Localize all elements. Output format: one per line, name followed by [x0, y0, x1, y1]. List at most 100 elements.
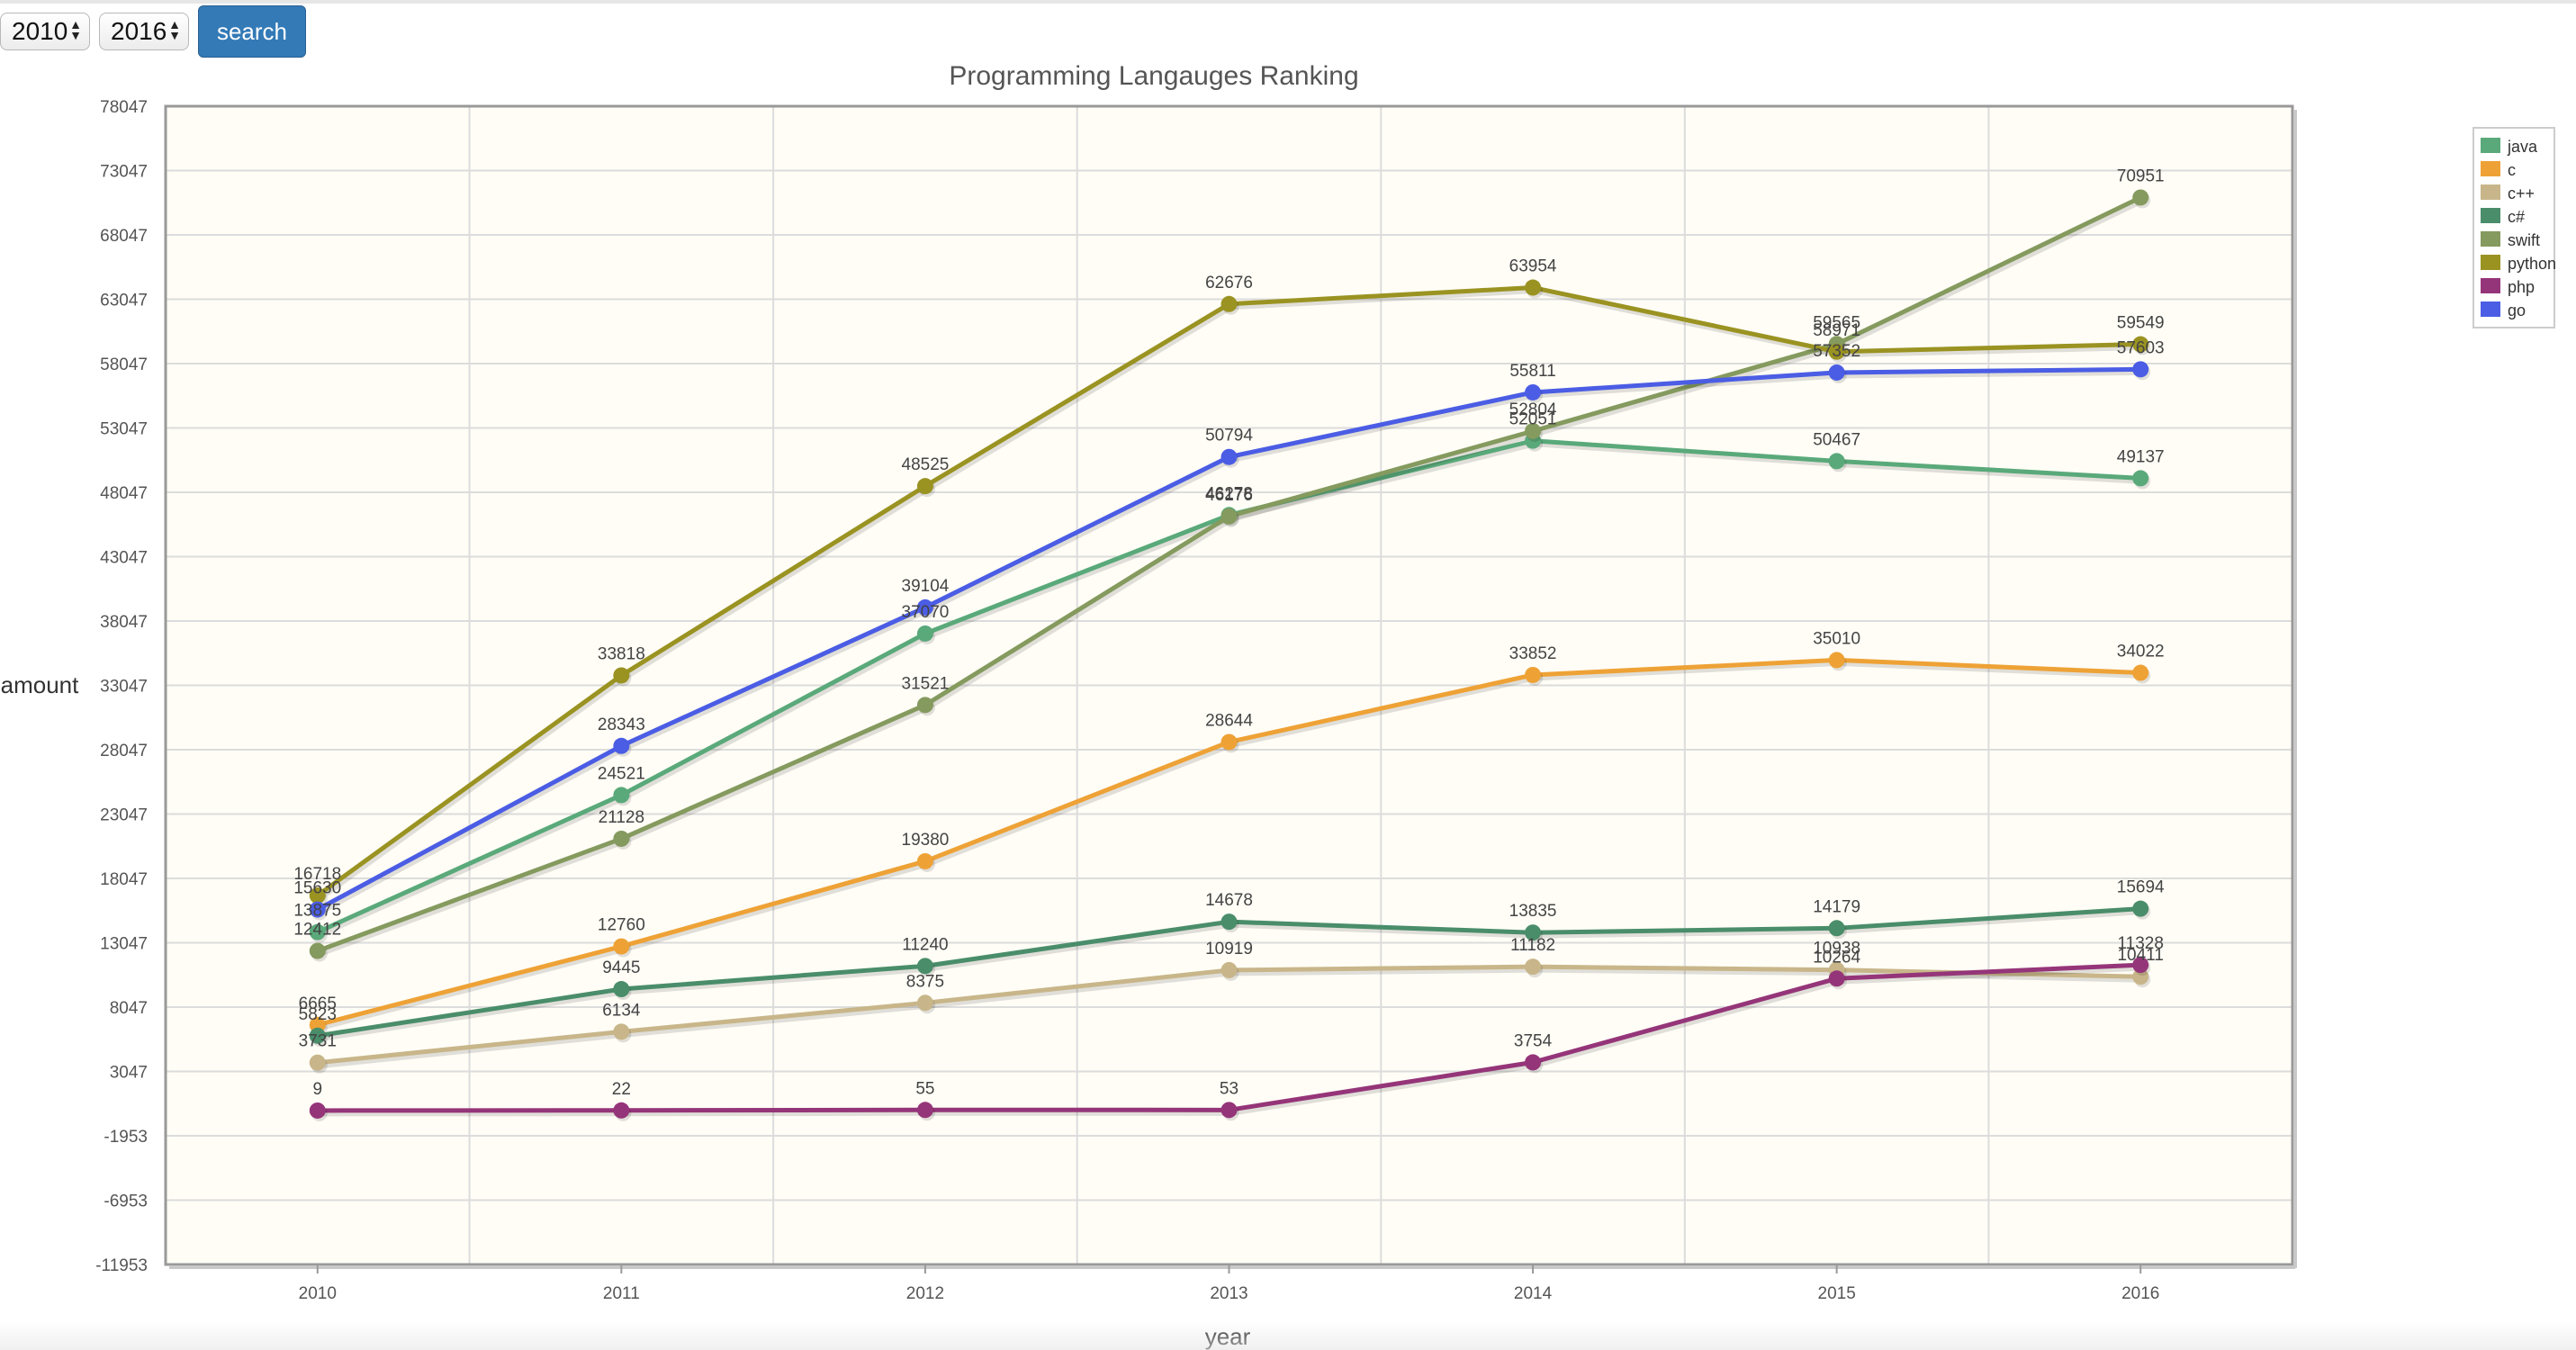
- data-label-c#: 14179: [1813, 897, 1860, 916]
- data-point-go[interactable]: [613, 737, 630, 754]
- y-tick-label: 58047: [100, 356, 148, 374]
- legend-swatch-go: [2481, 302, 2500, 317]
- y-axis-label: amount: [1, 671, 79, 698]
- data-point-java[interactable]: [613, 787, 630, 804]
- y-tick-label: 68047: [100, 227, 148, 246]
- data-point-c[interactable]: [613, 938, 630, 955]
- data-point-c++[interactable]: [1525, 958, 1542, 976]
- data-point-python[interactable]: [916, 478, 933, 495]
- data-point-java[interactable]: [1828, 453, 1845, 470]
- data-point-go[interactable]: [1525, 383, 1542, 400]
- data-label-python: 48525: [902, 455, 950, 474]
- data-point-python[interactable]: [309, 887, 326, 904]
- data-point-c#[interactable]: [1220, 914, 1238, 931]
- data-point-c++[interactable]: [613, 1023, 630, 1040]
- x-tick-label: 2013: [1210, 1284, 1247, 1303]
- x-axis-label: year: [1205, 1323, 1251, 1350]
- start-year-select[interactable]: 2010 ▲ ▼: [0, 13, 90, 50]
- data-label-c: 19380: [902, 831, 950, 850]
- data-point-swift[interactable]: [1525, 422, 1542, 439]
- data-point-php[interactable]: [309, 1102, 326, 1119]
- data-point-swift[interactable]: [916, 697, 933, 714]
- data-point-c++[interactable]: [2132, 968, 2149, 986]
- y-tick-label: 48047: [100, 484, 148, 503]
- data-label-java: 50467: [1813, 430, 1860, 449]
- data-point-c#[interactable]: [1828, 920, 1845, 937]
- data-point-php[interactable]: [2132, 957, 2149, 974]
- y-tick-label: -11953: [95, 1256, 148, 1275]
- data-label-go: 50794: [1205, 427, 1253, 446]
- legend-box: [2472, 127, 2555, 328]
- chart-title: Programming Langauges Ranking: [949, 61, 1358, 91]
- data-point-java[interactable]: [916, 625, 933, 642]
- data-label-go: 28343: [598, 716, 645, 734]
- data-label-swift: 31521: [902, 674, 950, 693]
- data-label-c++: 10411: [2117, 946, 2163, 965]
- data-label-go: 15630: [293, 879, 341, 898]
- legend-swatch-java: [2481, 138, 2500, 153]
- data-label-go: 55811: [1509, 362, 1555, 381]
- data-point-c#[interactable]: [1525, 924, 1542, 941]
- data-point-go[interactable]: [916, 598, 933, 616]
- data-point-c[interactable]: [916, 852, 933, 869]
- data-label-php: 10264: [1813, 948, 1860, 967]
- data-label-c: 33852: [1509, 644, 1557, 663]
- legend-label-python: python: [2508, 255, 2556, 273]
- y-tick-label: 8047: [110, 999, 148, 1018]
- data-label-go: 39104: [902, 577, 950, 596]
- data-point-c#[interactable]: [916, 958, 933, 975]
- data-point-swift[interactable]: [1220, 508, 1238, 525]
- data-point-php[interactable]: [916, 1102, 933, 1119]
- data-point-c[interactable]: [1220, 734, 1238, 751]
- data-point-c++[interactable]: [309, 1054, 326, 1071]
- data-point-php[interactable]: [613, 1102, 630, 1119]
- data-point-python[interactable]: [1525, 279, 1542, 296]
- data-point-php[interactable]: [1525, 1054, 1542, 1071]
- end-year-select[interactable]: 2016 ▲ ▼: [99, 13, 189, 50]
- data-point-java[interactable]: [2132, 470, 2149, 487]
- data-point-c[interactable]: [2132, 664, 2149, 681]
- data-point-php[interactable]: [1828, 970, 1845, 987]
- data-point-python[interactable]: [2132, 336, 2149, 353]
- select-arrows-icon: ▲ ▼: [168, 17, 181, 42]
- data-point-c#[interactable]: [309, 1027, 326, 1044]
- data-point-java[interactable]: [309, 923, 326, 940]
- data-point-go[interactable]: [2132, 361, 2149, 378]
- legend-label-c: c: [2508, 161, 2516, 179]
- y-tick-label: 33047: [100, 678, 148, 697]
- data-label-java: 37070: [902, 603, 950, 622]
- data-point-go[interactable]: [1828, 364, 1845, 381]
- y-tick-label: 28047: [100, 742, 148, 760]
- legend-label-java: java: [2507, 138, 2538, 156]
- data-point-swift[interactable]: [2132, 189, 2149, 206]
- data-point-c++[interactable]: [1220, 961, 1238, 978]
- data-point-go[interactable]: [309, 901, 326, 918]
- chart-legend: java c c++ c# swift python php go: [2472, 127, 2556, 328]
- data-point-go[interactable]: [1220, 448, 1238, 465]
- data-label-c#: 11240: [902, 935, 948, 954]
- filter-controls: 2010 ▲ ▼ 2016 ▲ ▼ search: [0, 5, 306, 58]
- data-point-c++[interactable]: [916, 994, 933, 1012]
- data-label-swift: 46176: [1205, 486, 1253, 505]
- x-tick-label: 2015: [1818, 1284, 1856, 1303]
- data-label-swift: 52804: [1509, 400, 1557, 419]
- y-tick-label: 53047: [100, 420, 148, 439]
- y-tick-label: 43047: [100, 549, 148, 568]
- data-point-c#[interactable]: [2132, 900, 2149, 917]
- data-point-c#[interactable]: [613, 981, 630, 998]
- data-point-swift[interactable]: [309, 942, 326, 959]
- data-point-python[interactable]: [613, 667, 630, 684]
- data-label-java: 49137: [2117, 447, 2165, 466]
- data-point-php[interactable]: [1220, 1102, 1238, 1119]
- legend-swatch-c#: [2481, 208, 2500, 223]
- data-label-python: 62676: [1205, 274, 1253, 292]
- data-label-c: 34022: [2117, 643, 2165, 662]
- data-point-c[interactable]: [1828, 652, 1845, 669]
- data-point-c[interactable]: [1525, 666, 1542, 683]
- search-button[interactable]: search: [198, 5, 306, 58]
- data-point-python[interactable]: [1220, 295, 1238, 312]
- data-point-python[interactable]: [1828, 343, 1845, 360]
- data-label-c#: 15694: [2117, 878, 2165, 897]
- data-label-c#: 9445: [602, 958, 640, 977]
- data-point-swift[interactable]: [613, 830, 630, 847]
